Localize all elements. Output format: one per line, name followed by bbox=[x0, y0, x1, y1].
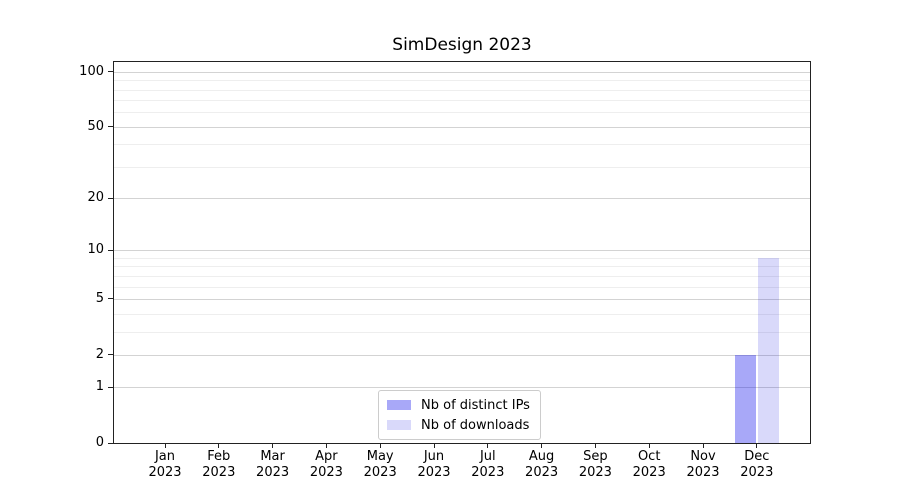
minor-gridline bbox=[114, 100, 810, 102]
y-tick-label: 0 bbox=[95, 435, 104, 450]
minor-gridline bbox=[114, 144, 810, 146]
x-tick-label-year: 2023 bbox=[202, 465, 236, 480]
major-gridline bbox=[114, 126, 810, 128]
x-tick-label-month: Jan bbox=[154, 449, 176, 464]
major-gridline bbox=[114, 354, 810, 356]
x-tick-label: Jul 2023 bbox=[456, 449, 520, 481]
x-tick-label: Mar 2023 bbox=[241, 449, 305, 481]
x-tick-label: Jan 2023 bbox=[133, 449, 197, 481]
legend: Nb of distinct IPs Nb of downloads bbox=[378, 390, 541, 440]
y-tick-mark bbox=[108, 71, 114, 73]
x-tick-label-year: 2023 bbox=[525, 465, 559, 480]
major-gridline bbox=[114, 387, 810, 389]
y-tick-mark bbox=[108, 442, 114, 444]
x-tick-label: Sep 2023 bbox=[563, 449, 627, 481]
x-tick-label-month: Mar bbox=[260, 449, 285, 464]
major-gridline bbox=[114, 250, 810, 252]
y-tick-label: 2 bbox=[95, 346, 104, 362]
minor-gridline bbox=[114, 112, 810, 114]
x-tick-mark bbox=[272, 443, 274, 448]
x-tick-label: Apr 2023 bbox=[294, 449, 358, 481]
x-tick-label-month: Jul bbox=[479, 449, 496, 464]
x-tick-label-month: Aug bbox=[528, 449, 555, 464]
x-tick-label-month: Nov bbox=[690, 449, 716, 464]
x-tick-label-year: 2023 bbox=[363, 465, 397, 480]
minor-gridline bbox=[114, 80, 810, 82]
x-tick-label-year: 2023 bbox=[740, 465, 774, 480]
minor-gridline bbox=[114, 286, 810, 288]
x-tick-mark bbox=[648, 443, 650, 448]
minor-gridline bbox=[114, 89, 810, 91]
x-tick-label: Oct 2023 bbox=[617, 449, 681, 481]
minor-gridline bbox=[114, 313, 810, 315]
legend-label-distinct-ips: Nb of distinct IPs bbox=[421, 397, 530, 413]
minor-gridline bbox=[114, 257, 810, 259]
chart-title: SimDesign 2023 bbox=[392, 35, 532, 55]
y-tick-mark bbox=[108, 126, 114, 128]
x-tick-label-month: Apr bbox=[315, 449, 338, 464]
x-tick-label-month: May bbox=[366, 449, 394, 464]
x-tick-label-month: Sep bbox=[583, 449, 608, 464]
y-tick-label: 20 bbox=[87, 190, 104, 206]
x-tick-label-year: 2023 bbox=[632, 465, 666, 480]
y-tick-label: 5 bbox=[95, 290, 104, 306]
x-tick-label: Dec 2023 bbox=[725, 449, 789, 481]
x-tick-label-year: 2023 bbox=[256, 465, 290, 480]
x-tick-mark bbox=[541, 443, 543, 448]
legend-swatch-downloads bbox=[387, 420, 411, 430]
x-tick-mark bbox=[325, 443, 327, 448]
x-tick-label-month: Dec bbox=[744, 449, 770, 464]
x-tick-label: May 2023 bbox=[348, 449, 412, 481]
x-tick-mark bbox=[433, 443, 435, 448]
y-tick-label: 100 bbox=[79, 63, 104, 79]
x-tick-label-year: 2023 bbox=[471, 465, 505, 480]
minor-gridline bbox=[114, 266, 810, 268]
legend-item-distinct-ips: Nb of distinct IPs bbox=[387, 395, 530, 415]
y-tick-label: 1 bbox=[95, 379, 104, 395]
major-gridline bbox=[114, 298, 810, 300]
x-tick-label: Nov 2023 bbox=[671, 449, 735, 481]
x-tick-label: Jun 2023 bbox=[402, 449, 466, 481]
minor-gridline bbox=[114, 166, 810, 168]
y-tick-mark bbox=[108, 386, 114, 388]
x-tick-mark bbox=[594, 443, 596, 448]
major-gridline bbox=[114, 71, 810, 73]
x-tick-label-month: Feb bbox=[207, 449, 231, 464]
y-tick-mark bbox=[108, 298, 114, 300]
x-tick-label-month: Jun bbox=[423, 449, 445, 464]
bar-distinct-ips-dec-2023 bbox=[734, 354, 756, 443]
minor-gridline bbox=[114, 331, 810, 333]
x-tick-label-year: 2023 bbox=[686, 465, 720, 480]
y-tick-label: 50 bbox=[87, 118, 104, 134]
x-tick-label-year: 2023 bbox=[578, 465, 612, 480]
bar-downloads-dec-2023 bbox=[757, 257, 779, 443]
x-tick-label-year: 2023 bbox=[417, 465, 451, 480]
y-tick-mark bbox=[108, 249, 114, 251]
x-tick-mark bbox=[379, 443, 381, 448]
y-tick-mark bbox=[108, 354, 114, 356]
x-tick-mark bbox=[756, 443, 758, 448]
y-tick-label: 10 bbox=[87, 242, 104, 258]
minor-gridline bbox=[114, 275, 810, 277]
plot-area bbox=[113, 61, 811, 444]
x-tick-label-month: Oct bbox=[637, 449, 661, 464]
x-tick-mark bbox=[218, 443, 220, 448]
x-tick-mark bbox=[702, 443, 704, 448]
x-tick-mark bbox=[164, 443, 166, 448]
x-tick-mark bbox=[487, 443, 489, 448]
legend-label-downloads: Nb of downloads bbox=[421, 417, 530, 433]
y-tick-mark bbox=[108, 197, 114, 199]
x-tick-label-year: 2023 bbox=[148, 465, 182, 480]
legend-swatch-distinct-ips bbox=[387, 400, 411, 410]
x-tick-label: Aug 2023 bbox=[510, 449, 574, 481]
legend-item-downloads: Nb of downloads bbox=[387, 415, 530, 435]
x-tick-label: Feb 2023 bbox=[187, 449, 251, 481]
major-gridline bbox=[114, 198, 810, 200]
x-tick-label-year: 2023 bbox=[309, 465, 343, 480]
